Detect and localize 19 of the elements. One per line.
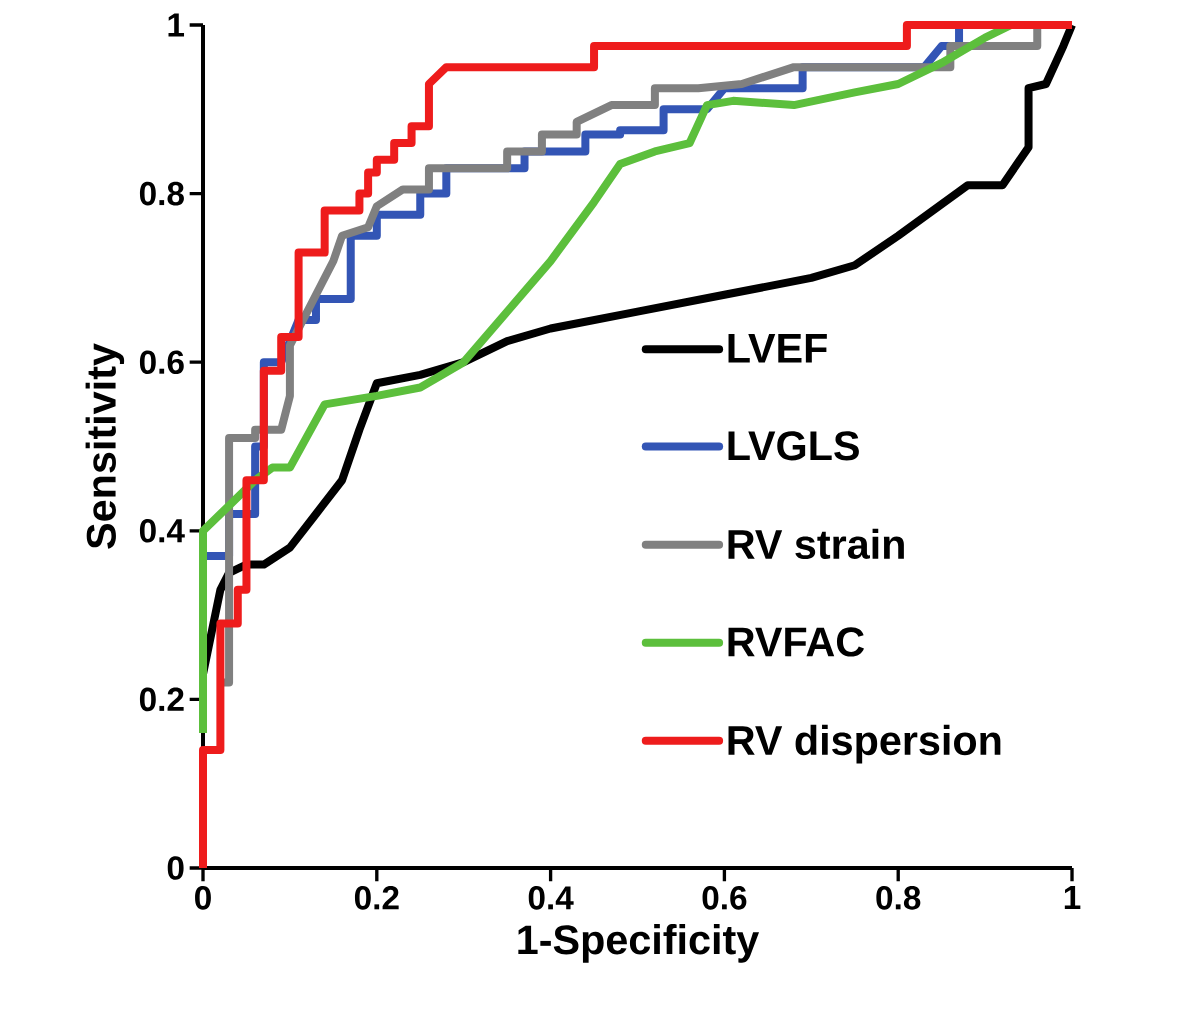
y-tick-label: 0.8 [139,181,184,206]
legend-label: RV dispersion [728,724,1001,764]
y-tick-label: 1 [168,13,185,37]
y-tick-label: 0.2 [139,687,184,712]
x-tick-label: 0.4 [528,886,574,910]
y-axis-title: Sensitivity [85,343,125,549]
x-tick-label: 1 [1064,886,1081,909]
x-axis-title: 1-Specificity [518,924,760,963]
x-tick-label: 0 [195,886,211,910]
x-tick-label: 0.8 [876,886,921,910]
x-tick-label: 0.6 [702,886,747,910]
legend-label: RV strain [728,528,904,560]
legend-label: RVFAC [728,627,864,657]
y-tick-label: 0.6 [139,350,184,375]
y-tick-label: 0 [167,856,184,880]
legend-label: LVEF [728,334,827,363]
x-tick-label: 0.2 [354,886,399,910]
legend-label: LVGLS [728,431,859,461]
y-tick-label: 0.4 [139,519,185,543]
